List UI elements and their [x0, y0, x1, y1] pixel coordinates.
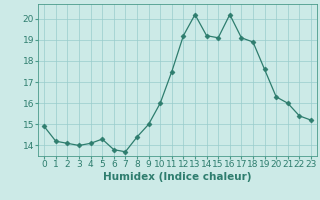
X-axis label: Humidex (Indice chaleur): Humidex (Indice chaleur): [103, 172, 252, 182]
